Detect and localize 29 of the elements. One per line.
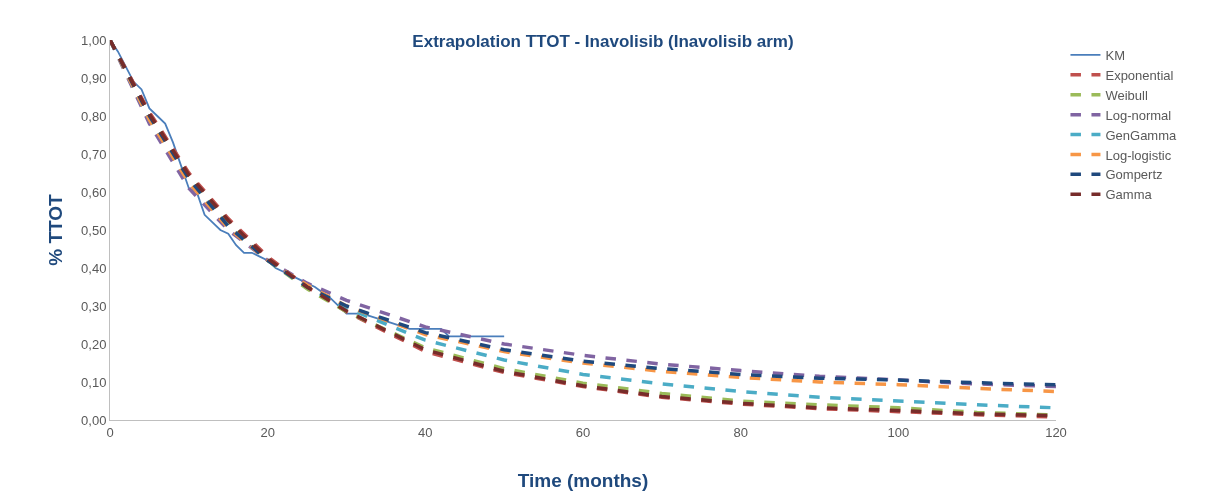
chart-title: Extrapolation TTOT - Inavolisib (Inavolisib arm) — [412, 31, 794, 51]
x-tick-label: 100 — [887, 424, 910, 440]
y-tick-label: 0,40 — [81, 260, 107, 276]
legend-label: KM — [1105, 48, 1125, 64]
x-tick-label: 40 — [418, 424, 433, 440]
legend-label: Gompertz — [1105, 167, 1163, 183]
y-tick-label: 0,30 — [81, 298, 107, 314]
x-tick-label: 80 — [733, 424, 748, 440]
legend-label: Gamma — [1105, 187, 1153, 203]
y-tick-label: 0,80 — [81, 108, 107, 124]
y-tick-label: 1,00 — [81, 32, 107, 48]
y-tick-label: 0,60 — [81, 184, 107, 200]
y-axis-title: % TTOT — [45, 193, 66, 266]
legend-label: Weibull — [1105, 87, 1148, 103]
legend-label: Log-logistic — [1105, 147, 1172, 163]
y-tick-label: 0,70 — [81, 146, 107, 162]
x-tick-label: 0 — [106, 424, 114, 440]
y-tick-label: 0,10 — [81, 374, 107, 390]
legend-label: Exponential — [1105, 67, 1174, 83]
x-tick-label: 60 — [575, 424, 591, 440]
legend-label: GenGamma — [1105, 127, 1178, 143]
legend-label: Log-normal — [1105, 107, 1172, 123]
y-tick-label: 0,50 — [81, 222, 107, 238]
y-tick-label: 0,00 — [81, 412, 107, 428]
x-tick-label: 20 — [260, 424, 275, 440]
y-tick-label: 0,20 — [81, 336, 107, 352]
y-tick-label: 0,90 — [81, 70, 107, 86]
x-tick-label: 120 — [1045, 424, 1067, 440]
x-axis-title: Time (months) — [517, 470, 649, 491]
